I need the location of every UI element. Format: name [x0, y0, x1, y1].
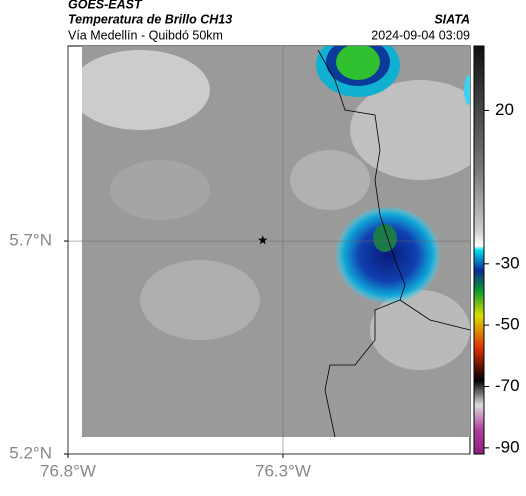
x-tick-label: 76.8°W	[40, 461, 96, 480]
org: SIATA	[434, 12, 470, 26]
colorbar-tick-label: -50	[495, 315, 520, 334]
subtitle: Vía Medellín - Quibdó 50km	[68, 28, 223, 42]
border	[317, 49, 406, 438]
colorbar	[473, 45, 485, 455]
source: GOES-EAST	[68, 0, 143, 11]
datetime: 2024-09-04 03:09	[371, 28, 470, 42]
location-marker	[258, 235, 268, 245]
satellite-image	[82, 46, 470, 437]
colorbar-tick-label: 20	[495, 100, 514, 119]
y-tick-label: 5.2°N	[9, 443, 52, 462]
colorbar-tick-label: -90	[495, 437, 520, 456]
y-tick-label: 5.7°N	[9, 231, 52, 250]
colorbar-tick-label: -30	[495, 253, 520, 272]
x-tick-label: 76.3°W	[255, 461, 311, 480]
title: Temperatura de Brillo CH13	[68, 12, 232, 26]
colorbar-tick-label: -70	[495, 376, 520, 395]
border	[399, 299, 471, 331]
